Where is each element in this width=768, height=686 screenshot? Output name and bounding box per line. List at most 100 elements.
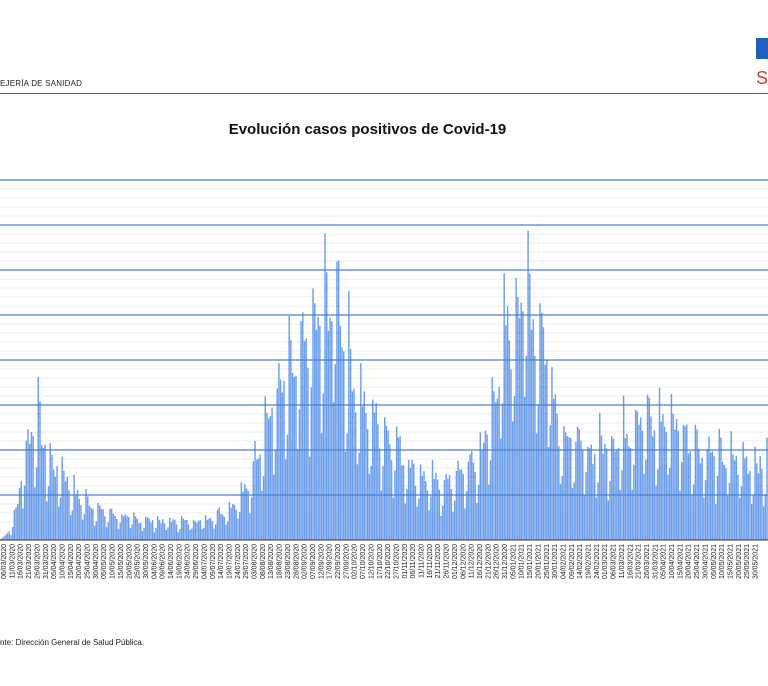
daily-bar — [568, 437, 570, 540]
daily-bar — [491, 377, 493, 540]
daily-bar — [744, 458, 746, 540]
daily-bar — [351, 391, 354, 540]
daily-bar — [273, 474, 275, 540]
daily-bar — [361, 406, 364, 540]
daily-bar — [170, 522, 173, 540]
daily-bar — [64, 481, 67, 540]
x-tick-label: 10/05/2021 — [719, 544, 726, 579]
x-tick-label: 28/08/2020 — [293, 544, 300, 579]
daily-bar — [356, 464, 359, 540]
daily-bar — [477, 484, 480, 540]
daily-bar — [593, 454, 596, 540]
daily-bar — [754, 446, 756, 540]
daily-bar — [197, 520, 200, 540]
x-tick-label: 16/12/2020 — [477, 544, 484, 579]
x-tick-label: 16/11/2020 — [427, 544, 434, 579]
daily-bar — [660, 421, 662, 540]
daily-bar — [221, 514, 224, 540]
daily-bar — [387, 430, 389, 540]
daily-bar — [15, 507, 17, 540]
daily-bar — [551, 367, 553, 540]
daily-bar — [411, 459, 413, 540]
daily-bar — [708, 436, 710, 540]
daily-bar — [192, 520, 195, 540]
daily-bar — [122, 516, 125, 540]
daily-bar — [711, 451, 714, 540]
x-tick-label: 15/05/2020 — [118, 544, 125, 579]
daily-bar — [713, 455, 715, 540]
daily-bar — [158, 519, 161, 540]
daily-bar — [201, 529, 203, 540]
daily-bar — [745, 456, 748, 540]
daily-bar — [686, 424, 688, 540]
daily-bar — [141, 530, 144, 540]
daily-bar — [1, 537, 4, 540]
daily-bar — [426, 490, 429, 540]
daily-bar — [624, 438, 627, 540]
x-tick-label: 31/03/2020 — [43, 544, 50, 579]
daily-bar — [694, 424, 697, 540]
daily-bar — [59, 497, 62, 540]
daily-bar — [264, 396, 266, 540]
daily-bar — [626, 433, 628, 540]
x-tick-label: 15/05/2021 — [727, 544, 734, 579]
daily-bar — [738, 498, 741, 540]
daily-bar — [395, 426, 398, 540]
daily-bar — [600, 435, 603, 540]
daily-bar — [609, 480, 611, 540]
daily-bar — [677, 431, 679, 540]
x-tick-label: 04/06/2020 — [151, 544, 158, 579]
x-tick-label: 30/01/2021 — [552, 544, 559, 579]
daily-bar — [512, 421, 514, 540]
x-tick-label: 02/10/2020 — [352, 544, 359, 579]
daily-bar — [585, 472, 587, 540]
daily-bar — [124, 514, 127, 540]
daily-bar — [35, 467, 38, 540]
daily-bar — [235, 509, 237, 540]
daily-bar — [588, 448, 591, 540]
daily-bar — [703, 497, 705, 540]
daily-bar — [146, 517, 149, 540]
daily-bar — [238, 511, 241, 540]
daily-bar — [455, 470, 458, 540]
daily-bar — [283, 380, 285, 540]
daily-bar — [174, 519, 176, 540]
x-tick-label: 09/07/2020 — [210, 544, 217, 579]
daily-bar — [327, 330, 330, 540]
daily-bar — [155, 527, 157, 540]
daily-bar — [416, 506, 418, 540]
daily-bar — [476, 503, 478, 540]
daily-bar — [658, 387, 661, 540]
daily-bar — [465, 491, 468, 540]
daily-bar — [669, 467, 671, 540]
daily-bar — [49, 443, 51, 540]
daily-bar — [281, 392, 284, 540]
daily-bar — [595, 497, 598, 540]
x-tick-label: 10/04/2021 — [669, 544, 676, 579]
daily-bar — [109, 508, 111, 540]
x-tick-label: 01/11/2020 — [402, 544, 409, 579]
daily-bar — [500, 438, 502, 540]
daily-bar — [349, 349, 352, 540]
daily-bar — [208, 518, 210, 540]
daily-bar — [761, 468, 763, 540]
daily-bar — [6, 532, 9, 540]
daily-bar — [469, 453, 471, 540]
daily-bar — [366, 429, 369, 540]
daily-bar — [157, 516, 159, 540]
x-tick-label: 14/07/2020 — [218, 544, 225, 579]
daily-bar — [199, 520, 202, 540]
header-divider — [0, 93, 768, 94]
x-tick-label: 11/03/2021 — [619, 544, 626, 579]
x-tick-label: 20/04/2021 — [686, 544, 693, 579]
daily-bar — [488, 484, 490, 540]
daily-bar — [54, 476, 57, 540]
daily-bar — [653, 430, 656, 540]
daily-bar — [312, 288, 314, 540]
daily-bar — [515, 277, 517, 540]
daily-bar — [505, 325, 507, 540]
daily-bar — [163, 523, 166, 540]
daily-bar — [179, 528, 181, 540]
x-tick-label: 01/03/2021 — [602, 544, 609, 579]
daily-bar — [184, 519, 186, 540]
